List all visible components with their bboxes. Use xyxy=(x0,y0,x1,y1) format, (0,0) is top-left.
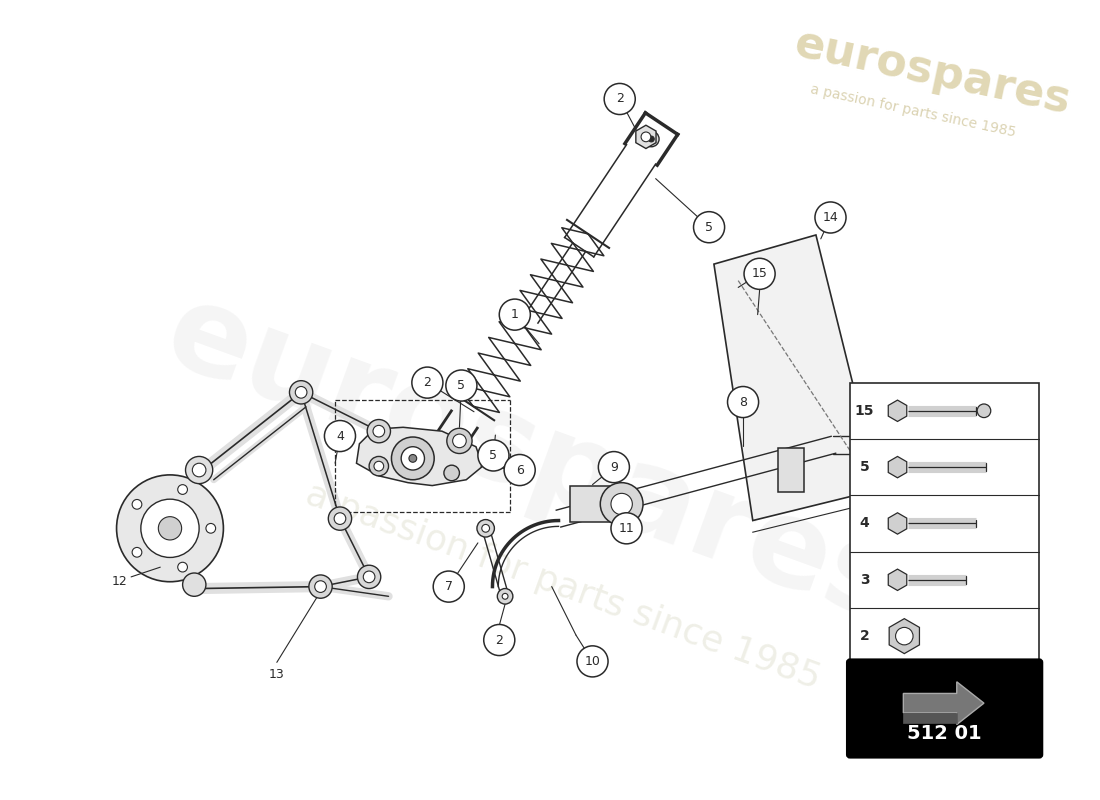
Circle shape xyxy=(446,370,477,401)
Polygon shape xyxy=(903,713,957,722)
Circle shape xyxy=(178,485,187,494)
Circle shape xyxy=(604,83,636,114)
Text: 3: 3 xyxy=(860,573,869,586)
Circle shape xyxy=(610,513,642,544)
Circle shape xyxy=(727,386,759,418)
Circle shape xyxy=(402,446,425,470)
Circle shape xyxy=(578,646,608,677)
Circle shape xyxy=(504,454,536,486)
Circle shape xyxy=(117,475,223,582)
Circle shape xyxy=(295,386,307,398)
Circle shape xyxy=(374,462,384,471)
Circle shape xyxy=(158,517,182,540)
Text: eurospares: eurospares xyxy=(151,274,917,647)
Circle shape xyxy=(744,258,775,290)
Polygon shape xyxy=(714,235,879,521)
Circle shape xyxy=(309,575,332,598)
Text: eurospares: eurospares xyxy=(791,22,1075,122)
FancyBboxPatch shape xyxy=(850,382,1040,664)
Circle shape xyxy=(477,519,494,537)
Text: 5: 5 xyxy=(705,221,713,234)
Circle shape xyxy=(452,434,466,448)
Circle shape xyxy=(601,482,643,526)
Circle shape xyxy=(315,581,327,593)
Text: 1: 1 xyxy=(510,308,519,321)
Circle shape xyxy=(132,499,142,509)
Circle shape xyxy=(186,457,212,484)
Circle shape xyxy=(693,212,725,242)
Text: 12: 12 xyxy=(111,575,128,588)
Circle shape xyxy=(324,421,355,451)
Text: 2: 2 xyxy=(616,93,624,106)
Text: 13: 13 xyxy=(270,667,285,681)
Circle shape xyxy=(644,131,659,146)
Text: a passion for parts since 1985: a passion for parts since 1985 xyxy=(301,478,825,696)
Circle shape xyxy=(132,547,142,557)
Circle shape xyxy=(373,426,385,437)
Circle shape xyxy=(370,457,388,476)
Circle shape xyxy=(289,381,312,404)
Text: 11: 11 xyxy=(618,522,635,535)
Circle shape xyxy=(358,566,381,589)
Text: 15: 15 xyxy=(855,404,875,418)
Circle shape xyxy=(815,202,846,233)
Circle shape xyxy=(482,525,490,532)
Circle shape xyxy=(477,440,509,471)
FancyBboxPatch shape xyxy=(778,448,804,492)
Circle shape xyxy=(367,419,390,443)
Circle shape xyxy=(977,404,991,418)
Polygon shape xyxy=(903,682,984,725)
Circle shape xyxy=(183,573,206,596)
Circle shape xyxy=(447,428,472,454)
Text: a passion for parts since 1985: a passion for parts since 1985 xyxy=(808,82,1018,139)
Circle shape xyxy=(411,367,443,398)
Circle shape xyxy=(444,465,460,481)
Circle shape xyxy=(497,589,513,604)
Circle shape xyxy=(499,299,530,330)
Circle shape xyxy=(328,507,352,530)
Circle shape xyxy=(641,132,651,142)
Circle shape xyxy=(409,454,417,462)
Text: 7: 7 xyxy=(444,580,453,593)
Text: 9: 9 xyxy=(609,461,618,474)
Text: 15: 15 xyxy=(751,267,768,280)
Text: 5: 5 xyxy=(490,449,497,462)
Circle shape xyxy=(392,437,434,480)
Text: 5: 5 xyxy=(859,460,869,474)
Text: 512 01: 512 01 xyxy=(908,724,982,742)
Text: 2: 2 xyxy=(424,376,431,389)
FancyBboxPatch shape xyxy=(847,659,1042,758)
Text: 14: 14 xyxy=(823,211,838,224)
Text: 2: 2 xyxy=(495,634,503,646)
Circle shape xyxy=(192,463,206,477)
Circle shape xyxy=(363,571,375,582)
Circle shape xyxy=(598,451,629,482)
Circle shape xyxy=(484,625,515,655)
Text: 10: 10 xyxy=(584,655,601,668)
Circle shape xyxy=(648,136,654,142)
Circle shape xyxy=(178,562,187,572)
Circle shape xyxy=(206,523,216,533)
Circle shape xyxy=(503,594,508,599)
Circle shape xyxy=(895,627,913,645)
Polygon shape xyxy=(356,427,483,486)
Text: 5: 5 xyxy=(458,379,465,392)
Text: 2: 2 xyxy=(859,629,869,643)
Text: 8: 8 xyxy=(739,395,747,409)
Text: 4: 4 xyxy=(859,517,869,530)
FancyBboxPatch shape xyxy=(570,486,615,522)
Circle shape xyxy=(334,513,345,525)
Text: 4: 4 xyxy=(336,430,344,442)
Circle shape xyxy=(610,494,632,514)
Circle shape xyxy=(141,499,199,558)
Text: 6: 6 xyxy=(516,463,524,477)
Circle shape xyxy=(433,571,464,602)
